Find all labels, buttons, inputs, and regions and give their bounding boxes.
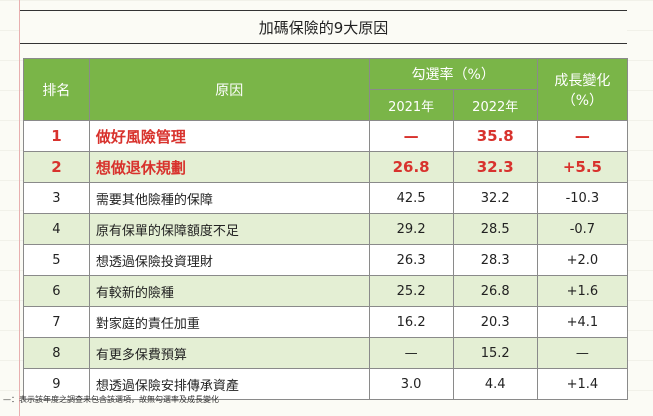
rate-2022-cell: 35.8 — [452, 120, 538, 152]
margin-line — [19, 0, 20, 416]
table-row: 9 想透過保險安排傳承資產 3.0 4.4 +1.4 — [23, 368, 629, 400]
footnote: —：表示該年度之調查未包含該選項，故無勾選率及成長變化 — [3, 395, 219, 404]
rate-2021-cell: 26.3 — [368, 244, 454, 276]
header-reason: 原因 — [88, 58, 370, 121]
reason-cell: 做好風險管理 — [88, 120, 370, 152]
rank-cell: 3 — [23, 182, 90, 214]
reason-cell: 有更多保費預算 — [88, 337, 370, 369]
change-cell: -0.7 — [536, 213, 629, 245]
rank-cell: 1 — [23, 120, 90, 152]
rate-2022-cell: 32.2 — [452, 182, 538, 214]
rank-cell: 2 — [23, 151, 90, 183]
rate-2021-cell: 3.0 — [368, 368, 454, 400]
rank-cell: 9 — [23, 368, 90, 400]
header-change-line2: （%） — [561, 92, 604, 109]
change-cell: +5.5 — [536, 151, 629, 183]
rank-cell: 4 — [23, 213, 90, 245]
reason-cell: 需要其他險種的保障 — [88, 182, 370, 214]
table-row: 1 做好風險管理 —35.8— — [23, 120, 629, 152]
change-cell: — — [536, 337, 629, 369]
rate-2021-cell: — — [368, 120, 454, 152]
header-year-2021: 2021年 — [368, 89, 454, 121]
change-cell: +1.6 — [536, 275, 629, 307]
rate-2021-cell: 29.2 — [368, 213, 454, 245]
change-cell: — — [536, 120, 629, 152]
table-row: 4 原有保單的保障額度不足 29.2 28.5 -0.7 — [23, 213, 629, 245]
reason-cell: 對家庭的責任加重 — [88, 306, 370, 338]
rank-cell: 7 — [23, 306, 90, 338]
rate-2021-cell: 26.8 — [368, 151, 454, 183]
rate-2022-cell: 4.4 — [452, 368, 538, 400]
change-cell: +2.0 — [536, 244, 629, 276]
rank-cell: 5 — [23, 244, 90, 276]
header-year-2022: 2022年 — [452, 89, 538, 121]
table-row: 5 想透過保險投資理財 26.3 28.3 +2.0 — [23, 244, 629, 276]
change-cell: +1.4 — [536, 368, 629, 400]
rate-2021-cell: 16.2 — [368, 306, 454, 338]
reason-cell: 想透過保險投資理財 — [88, 244, 370, 276]
reason-cell: 想透過保險安排傳承資產 — [88, 368, 370, 400]
header-change: 成長變化 （%） — [536, 58, 629, 121]
rate-2021-cell: — — [368, 337, 454, 369]
change-cell: +4.1 — [536, 306, 629, 338]
rate-2022-cell: 32.3 — [452, 151, 538, 183]
rate-2022-cell: 26.8 — [452, 275, 538, 307]
header-rank: 排名 — [23, 58, 90, 121]
reason-cell: 想做退休規劃 — [88, 151, 370, 183]
rate-2022-cell: 20.3 — [452, 306, 538, 338]
header-change-line1: 成長變化 — [554, 72, 611, 89]
table-title: 加碼保險的9大原因 — [20, 10, 627, 44]
table-row: 6 有較新的險種 25.2 26.8 +1.6 — [23, 275, 629, 307]
change-cell: -10.3 — [536, 182, 629, 214]
rank-cell: 8 — [23, 337, 90, 369]
reason-cell: 原有保單的保障額度不足 — [88, 213, 370, 245]
rate-2022-cell: 28.5 — [452, 213, 538, 245]
rate-2021-cell: 42.5 — [368, 182, 454, 214]
rank-cell: 6 — [23, 275, 90, 307]
header-rate-group: 勾選率（%） — [368, 58, 538, 90]
table-row: 3 需要其他險種的保障 42.5 32.2 -10.3 — [23, 182, 629, 214]
rate-2022-cell: 28.3 — [452, 244, 538, 276]
reason-cell: 有較新的險種 — [88, 275, 370, 307]
rate-2022-cell: 15.2 — [452, 337, 538, 369]
table-row: 7 對家庭的責任加重 16.2 20.3 +4.1 — [23, 306, 629, 338]
table-row: 8 有更多保費預算 —15.2— — [23, 337, 629, 369]
reasons-table: 排名 原因 勾選率（%） 成長變化 （%） 2021年 2022年 1 做好風險管… — [23, 58, 629, 400]
rate-2021-cell: 25.2 — [368, 275, 454, 307]
table-row: 2 想做退休規劃 26.8 32.3 +5.5 — [23, 151, 629, 183]
